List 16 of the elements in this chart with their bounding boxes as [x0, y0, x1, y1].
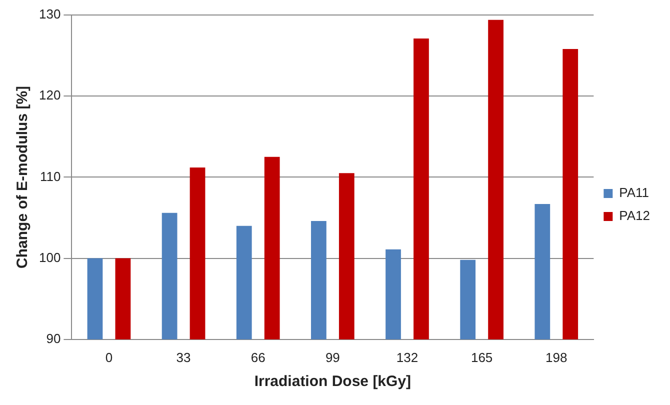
x-tick-label: 198: [546, 350, 568, 365]
y-axis-title: Change of E-modulus [%]: [14, 86, 32, 268]
legend-label: PA11: [619, 185, 650, 200]
y-tick-label: 120: [38, 88, 61, 103]
y-tick-label: 110: [40, 168, 61, 184]
x-tick-label: 132: [396, 350, 418, 365]
y-tick-label: 130: [38, 6, 61, 22]
x-tick-label: 66: [250, 350, 266, 365]
legend-label: PA12: [619, 208, 650, 224]
x-tick-label: 99: [325, 350, 340, 365]
x-tick-label: 33: [176, 350, 191, 365]
x-tick-label: 165: [470, 350, 493, 365]
y-tick-label: 100: [38, 250, 61, 265]
x-axis-title: Irradiation Dose [kGy]: [254, 373, 412, 390]
y-tick-label: 90: [46, 330, 61, 346]
x-tick-label: 0: [105, 350, 113, 365]
